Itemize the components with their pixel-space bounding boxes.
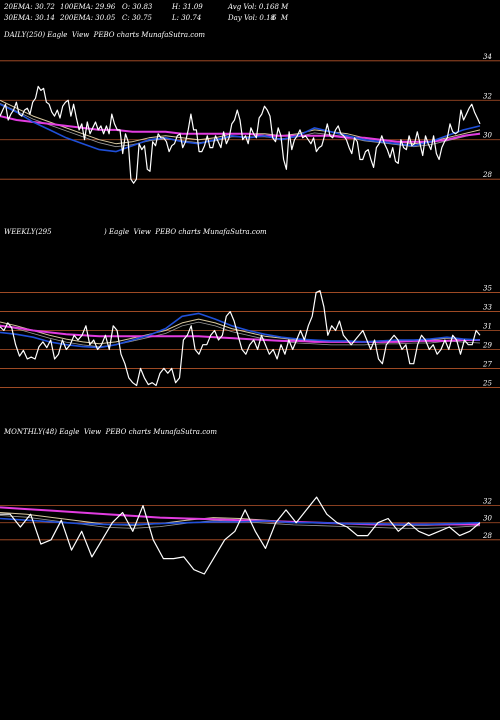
weekly-ytick-35: 35 bbox=[483, 285, 492, 293]
weekly-panel-label-left: WEEKLY(295 bbox=[4, 228, 52, 236]
weekly-panel: 35 33 31 29 27 25 bbox=[0, 285, 500, 388]
daily-ytick-32: 32 bbox=[483, 92, 492, 100]
header-avg-vol: Avg Vol: 0.168 M bbox=[228, 3, 289, 11]
weekly-panel-label-right: ) Eagle View PEBO charts MunafaSutra.com bbox=[104, 228, 267, 236]
daily-panel: 34 32 30 28 bbox=[0, 53, 500, 184]
header-ema30: 30EMA: 30.14 bbox=[4, 14, 55, 22]
monthly-series-price bbox=[0, 496, 481, 575]
weekly-series-ema-pink bbox=[0, 324, 480, 343]
daily-ytick-34: 34 bbox=[483, 53, 492, 61]
monthly-panel-label: MONTHLY(48) Eagle View PEBO charts Munaf… bbox=[4, 428, 217, 436]
daily-ytick-30: 30 bbox=[483, 132, 492, 140]
weekly-ytick-31: 31 bbox=[483, 323, 492, 331]
header-ema20: 20EMA: 30.72 bbox=[4, 3, 55, 11]
daily-series-price bbox=[0, 85, 481, 184]
weekly-series-ema-blue bbox=[0, 312, 481, 349]
daily-ytick-28: 28 bbox=[482, 171, 492, 179]
weekly-ytick-29: 29 bbox=[482, 341, 492, 349]
daily-panel-label: DAILY(250) Eagle View PEBO charts Munafa… bbox=[4, 31, 206, 39]
header-high: H: 31.09 bbox=[172, 3, 203, 11]
header-low: L: 30.74 bbox=[172, 14, 202, 22]
header-ema200: 200EMA: 30.05 bbox=[60, 14, 116, 22]
weekly-ytick-33: 33 bbox=[483, 304, 492, 312]
weekly-ytick-25: 25 bbox=[482, 379, 492, 387]
header-ema100: 100EMA: 29.96 bbox=[60, 3, 116, 11]
monthly-ytick-28: 28 bbox=[482, 532, 492, 540]
monthly-ytick-32: 32 bbox=[483, 498, 492, 506]
header-close: C: 30.75 bbox=[122, 14, 152, 22]
header-open: O: 30.83 bbox=[122, 3, 153, 11]
header-period: 6 M bbox=[272, 14, 289, 22]
monthly-ytick-30: 30 bbox=[483, 515, 492, 523]
weekly-ytick-27: 27 bbox=[482, 360, 492, 368]
weekly-series-price bbox=[0, 290, 481, 387]
monthly-panel: 32 30 28 bbox=[0, 496, 500, 575]
header-day-vol: Day Vol: 0.18 bbox=[228, 14, 276, 22]
